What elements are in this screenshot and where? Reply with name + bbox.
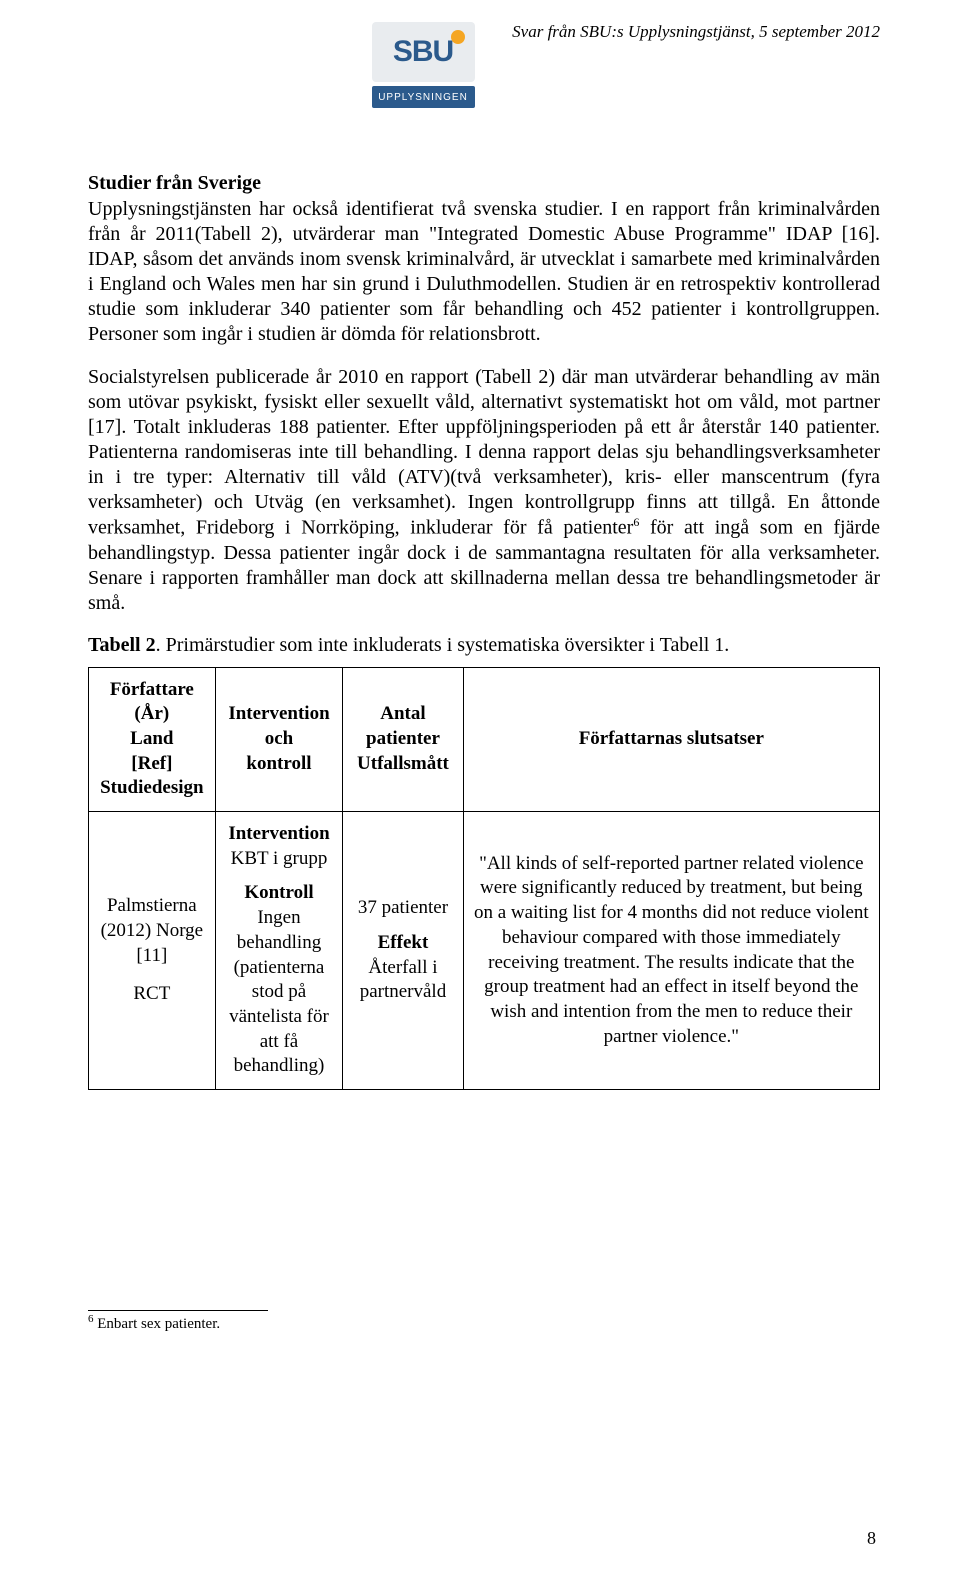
paragraph-2a: Socialstyrelsen publicerade år 2010 en r… <box>88 366 880 539</box>
interv-h1: Intervention <box>226 822 333 847</box>
interv-t2b: (patienterna stod på <box>226 956 333 1005</box>
paragraph-1: Upplysningstjänsten har också identifier… <box>88 197 880 347</box>
author-l1: Palmstierna <box>99 894 205 919</box>
sbu-logo: SBU UPPLYSNINGEN <box>368 22 478 112</box>
source-line: Svar från SBU:s Upplysningstjänst, 5 sep… <box>512 22 880 42</box>
outcome-h2: Effekt <box>353 931 452 956</box>
logo-text: SBU <box>372 22 475 82</box>
page-header: SBU UPPLYSNINGEN Svar från SBU:s Upplysn… <box>88 40 880 112</box>
interv-t2d: behandling) <box>226 1054 333 1079</box>
cell-author: Palmstierna (2012) Norge [11] RCT <box>89 812 216 1090</box>
col-header-conclusion: Författarnas slutsatser <box>463 667 879 811</box>
interv-t1: KBT i grupp <box>226 847 333 872</box>
author-l2: (2012) Norge <box>99 919 205 944</box>
paragraph-2: Socialstyrelsen publicerade år 2010 en r… <box>88 365 880 616</box>
interv-t2a: Ingen behandling <box>226 906 333 955</box>
col1-l4: Studiedesign <box>99 776 205 801</box>
interv-t2c: väntelista för att få <box>226 1005 333 1054</box>
cell-conclusion: "All kinds of self-reported partner rela… <box>463 812 879 1090</box>
outcome-t1: 37 patienter <box>353 896 452 921</box>
outcome-t2: Återfall i partnervåld <box>353 956 452 1005</box>
col1-l1: Författare (År) <box>99 678 205 727</box>
footnote-text: Enbart sex patienter. <box>94 1316 221 1332</box>
table-header-row: Författare (År) Land [Ref] Studiedesign … <box>89 667 880 811</box>
col-header-intervention: Intervention och kontroll <box>215 667 343 811</box>
conclusion-text: "All kinds of self-reported partner rela… <box>474 852 869 1050</box>
footnote-rule <box>88 1310 268 1311</box>
section-heading: Studier från Sverige <box>88 172 880 195</box>
table-caption: Tabell 2. Primärstudier som inte inklude… <box>88 634 880 657</box>
table-caption-label: Tabell 2 <box>88 634 156 656</box>
col2-l2: kontroll <box>226 752 333 777</box>
col-header-outcome: Antal patienter Utfallsmått <box>343 667 463 811</box>
col2-l1: Intervention och <box>226 702 333 751</box>
col3-l2: Utfallsmått <box>353 752 452 777</box>
author-l3: [11] <box>99 944 205 969</box>
col1-l3: [Ref] <box>99 752 205 777</box>
col-header-author: Författare (År) Land [Ref] Studiedesign <box>89 667 216 811</box>
table-caption-text: . Primärstudier som inte inkluderats i s… <box>156 634 730 656</box>
table-row: Palmstierna (2012) Norge [11] RCT Interv… <box>89 812 880 1090</box>
logo-subtext: UPPLYSNINGEN <box>372 86 475 108</box>
col3-l1: Antal patienter <box>353 702 452 751</box>
cell-intervention: Intervention KBT i grupp Kontroll Ingen … <box>215 812 343 1090</box>
author-l4: RCT <box>99 982 205 1007</box>
col1-l2: Land <box>99 727 205 752</box>
cell-outcome: 37 patienter Effekt Återfall i partnervå… <box>343 812 463 1090</box>
page-number: 8 <box>867 1528 876 1549</box>
studies-table: Författare (År) Land [Ref] Studiedesign … <box>88 667 880 1090</box>
document-page: SBU UPPLYSNINGEN Svar från SBU:s Upplysn… <box>0 0 960 1585</box>
footnote: 6 Enbart sex patienter. <box>88 1313 880 1333</box>
interv-h2: Kontroll <box>226 881 333 906</box>
